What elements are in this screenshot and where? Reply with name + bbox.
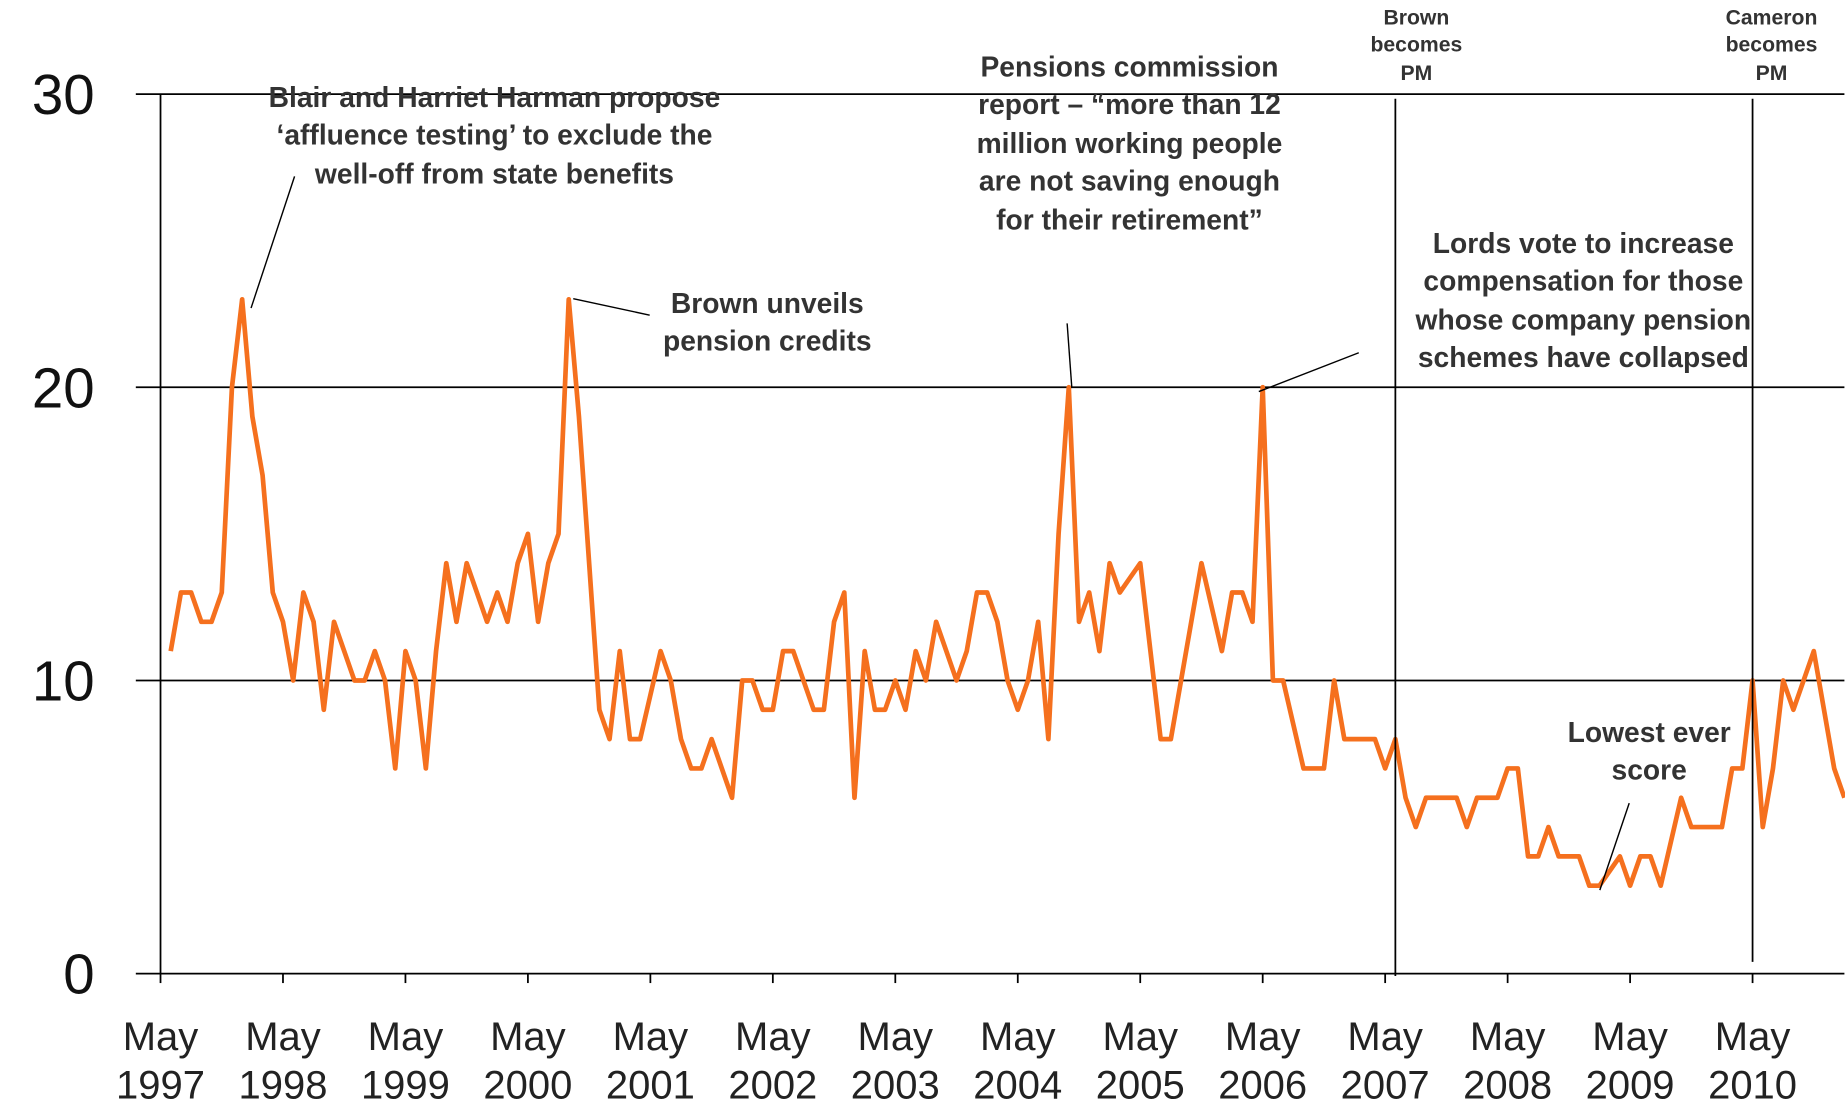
x-tick-label: May 1997 — [116, 1014, 205, 1103]
annotation: Cameron becomes PM — [1725, 5, 1818, 85]
x-tick-label-box: May 1999 — [360, 1014, 450, 1103]
data-line — [168, 296, 1845, 889]
x-tick-label-box: May 2003 — [850, 1014, 940, 1103]
annotation-leader — [1599, 802, 1630, 891]
x-tick-label-box: May 2006 — [1218, 1014, 1308, 1103]
x-tick-label-box: May 2002 — [728, 1014, 818, 1103]
annotation-leader — [250, 176, 296, 309]
x-tick-label: May 2004 — [973, 1014, 1063, 1103]
x-tick-label: May 2008 — [1463, 1014, 1553, 1103]
annotation-leader — [573, 297, 650, 316]
x-tick-label: May 2009 — [1585, 1014, 1675, 1103]
annotation-box: Brown becomes PM — [1370, 5, 1463, 85]
x-tick-label-box: May 2008 — [1463, 1014, 1553, 1103]
x-tick-label-box: May 1998 — [238, 1014, 328, 1103]
annotation: Lords vote to increase compensation for … — [1415, 228, 1752, 375]
x-tick-label: May 2002 — [728, 1014, 818, 1103]
x-tick-label-box: May 2001 — [605, 1014, 695, 1103]
y-tick-label: 20 — [32, 356, 95, 419]
annotation-box: Lords vote to increase compensation for … — [1415, 228, 1752, 375]
annotation: Brown unveils pension credits — [662, 288, 872, 358]
x-tick-label: May 1998 — [238, 1014, 328, 1103]
x-tick-label: May 2003 — [850, 1014, 940, 1103]
x-tick-label: May 2006 — [1218, 1014, 1308, 1103]
x-tick-label: May 2010 — [1708, 1014, 1798, 1103]
annotation: Brown becomes PM — [1370, 5, 1463, 85]
annotation: Lowest ever score — [1567, 717, 1731, 788]
annotation: Blair and Harriet Harman propose ‘afflue… — [268, 82, 721, 191]
x-tick-label-box: May 1997 — [116, 1014, 205, 1103]
annotation-box: Pensions commission report – “more than … — [976, 51, 1283, 236]
x-tick-label-box: May 2010 — [1708, 1014, 1798, 1103]
annotation-box: Lowest ever score — [1567, 717, 1731, 788]
x-tick-label-box: May 2007 — [1340, 1014, 1430, 1103]
x-tick-label: May 2000 — [483, 1014, 573, 1103]
x-tick-label: May 2007 — [1340, 1014, 1430, 1103]
y-tick-label: 30 — [32, 63, 95, 126]
x-tick-label-box: May 2000 — [483, 1014, 573, 1103]
x-tick-label-box: May 2009 — [1585, 1014, 1675, 1103]
x-tick-label: May 2001 — [605, 1014, 695, 1103]
x-tick-label-box: May 2004 — [973, 1014, 1063, 1103]
x-tick-label: May 2005 — [1095, 1014, 1185, 1103]
x-tick-label: May 1999 — [360, 1014, 450, 1103]
annotation-box: Cameron becomes PM — [1725, 5, 1818, 85]
annotation-leader — [1258, 352, 1360, 393]
annotation-leader — [1066, 323, 1073, 389]
x-tick-label-box: May 2005 — [1095, 1014, 1185, 1103]
annotation: Pensions commission report – “more than … — [976, 51, 1283, 236]
annotation-box: Blair and Harriet Harman propose ‘afflue… — [268, 82, 721, 191]
annotation-box: Brown unveils pension credits — [662, 288, 872, 358]
y-tick-label: 0 — [63, 943, 94, 1006]
y-tick-label: 10 — [32, 649, 95, 712]
